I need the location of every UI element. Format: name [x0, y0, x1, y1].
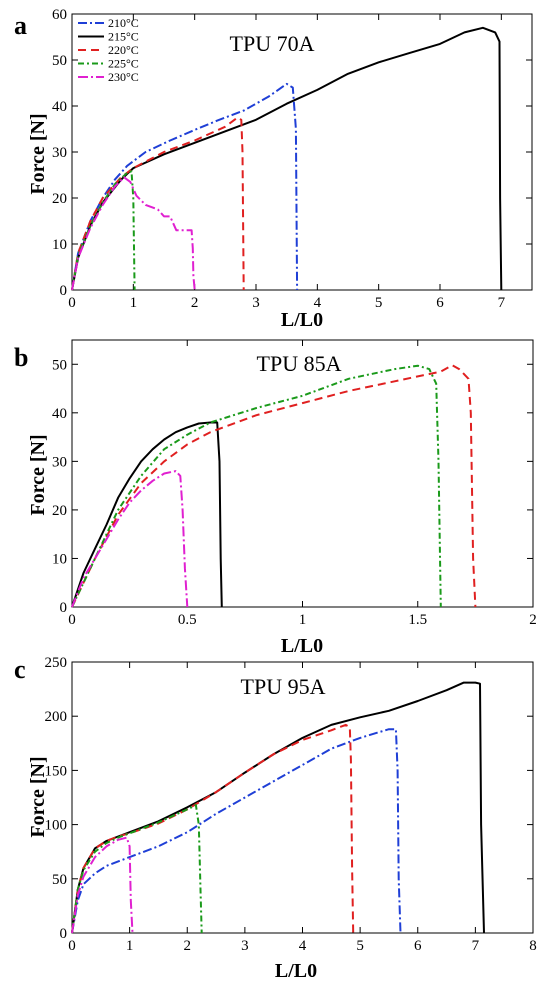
plot-frame: [71, 339, 534, 608]
chart-title-c: TPU 95A: [241, 674, 326, 699]
series-line-225c: [71, 170, 136, 291]
x-tick-label: 2: [529, 612, 537, 628]
y-tick-label: 50: [52, 872, 67, 888]
x-tick-label: 1: [130, 295, 138, 311]
y-axis-label-b: Force [N]: [27, 434, 49, 515]
y-axis-label-a: Force [N]: [27, 113, 49, 194]
series-line-225c: [71, 364, 442, 608]
y-tick-label: 10: [52, 551, 67, 567]
series-line-220c: [71, 723, 355, 934]
y-tick-label: 40: [52, 406, 67, 422]
y-tick-label: 0: [60, 926, 68, 942]
x-tick-label: 1: [299, 612, 307, 628]
legend-label: 210°C: [108, 16, 139, 30]
x-tick-label: 4: [314, 295, 322, 311]
y-tick-label: 30: [52, 145, 67, 161]
x-tick-label: 7: [472, 938, 480, 954]
series-line-215c: [71, 681, 485, 934]
y-tick-label: 50: [52, 357, 67, 373]
panel-letter-c: c: [14, 655, 26, 684]
y-tick-label: 100: [45, 818, 68, 834]
y-tick-label: 150: [45, 763, 68, 779]
y-tick-label: 50: [52, 53, 67, 69]
x-tick-label: 5: [356, 938, 364, 954]
x-tick-label: 0: [68, 295, 76, 311]
x-tick-label: 3: [252, 295, 260, 311]
chart-title-b: TPU 85A: [257, 351, 342, 376]
series-line-225c: [71, 804, 203, 934]
x-axis-label-b: L/L0: [281, 635, 323, 657]
series-line-220c: [71, 116, 245, 291]
x-tick-label: 2: [184, 938, 192, 954]
y-tick-label: 20: [52, 191, 67, 207]
y-tick-label: 60: [52, 7, 67, 23]
x-tick-label: 6: [436, 295, 444, 311]
panel-c: c TPU 95A L/L0 Force [N] 0 1 2 3 4 5 6 7 8 0 50 100…: [14, 655, 537, 982]
x-tick-label: 0: [68, 938, 76, 954]
x-tick-label: 0: [68, 612, 76, 628]
series-line-215c: [71, 26, 503, 291]
y-tick-label: 200: [45, 709, 68, 725]
x-tick-label: 1.5: [408, 612, 427, 628]
y-tick-label: 0: [60, 600, 68, 616]
x-tick-label: 1: [126, 938, 134, 954]
x-tick-label: 7: [498, 295, 506, 311]
plot-frame: [71, 661, 534, 934]
x-axis-label-c: L/L0: [275, 960, 317, 982]
y-tick-label: 30: [52, 454, 67, 470]
legend-label: 230°C: [108, 70, 139, 84]
x-tick-label: 8: [529, 938, 537, 954]
y-tick-label: 40: [52, 99, 67, 115]
panel-b: b TPU 85A L/L0 Force [N] 0 0.5 1 1.5 2010203…: [14, 339, 537, 657]
series-line-215c: [71, 421, 223, 608]
x-tick-label: 5: [375, 295, 383, 311]
series-line-210c: [71, 82, 299, 291]
series-line-210c: [71, 728, 402, 934]
series-line-230c: [71, 836, 134, 934]
y-tick-label: 250: [45, 655, 68, 671]
series-line-220c: [71, 364, 477, 608]
panel-a: a TPU 70A L/L0 Force [N] 210°C215°C220°C…: [14, 7, 533, 331]
legend-label: 220°C: [108, 43, 139, 57]
panel-letter-b: b: [14, 343, 28, 372]
y-axis-label-c: Force [N]: [27, 756, 49, 837]
series-line-230c: [71, 470, 189, 608]
x-tick-label: 2: [191, 295, 199, 311]
panel-letter-a: a: [14, 11, 27, 40]
legend-label: 225°C: [108, 57, 139, 71]
chart-title-a: TPU 70A: [230, 31, 315, 56]
y-tick-label: 10: [52, 237, 67, 253]
y-tick-label: 0: [60, 283, 68, 299]
y-tick-label: 20: [52, 503, 67, 519]
x-tick-label: 0.5: [178, 612, 197, 628]
x-tick-label: 3: [241, 938, 249, 954]
legend-label: 215°C: [108, 30, 139, 44]
x-axis-label-a: L/L0: [281, 309, 323, 331]
series-line-230c: [71, 176, 196, 291]
x-tick-label: 4: [299, 938, 307, 954]
x-tick-label: 6: [414, 938, 422, 954]
